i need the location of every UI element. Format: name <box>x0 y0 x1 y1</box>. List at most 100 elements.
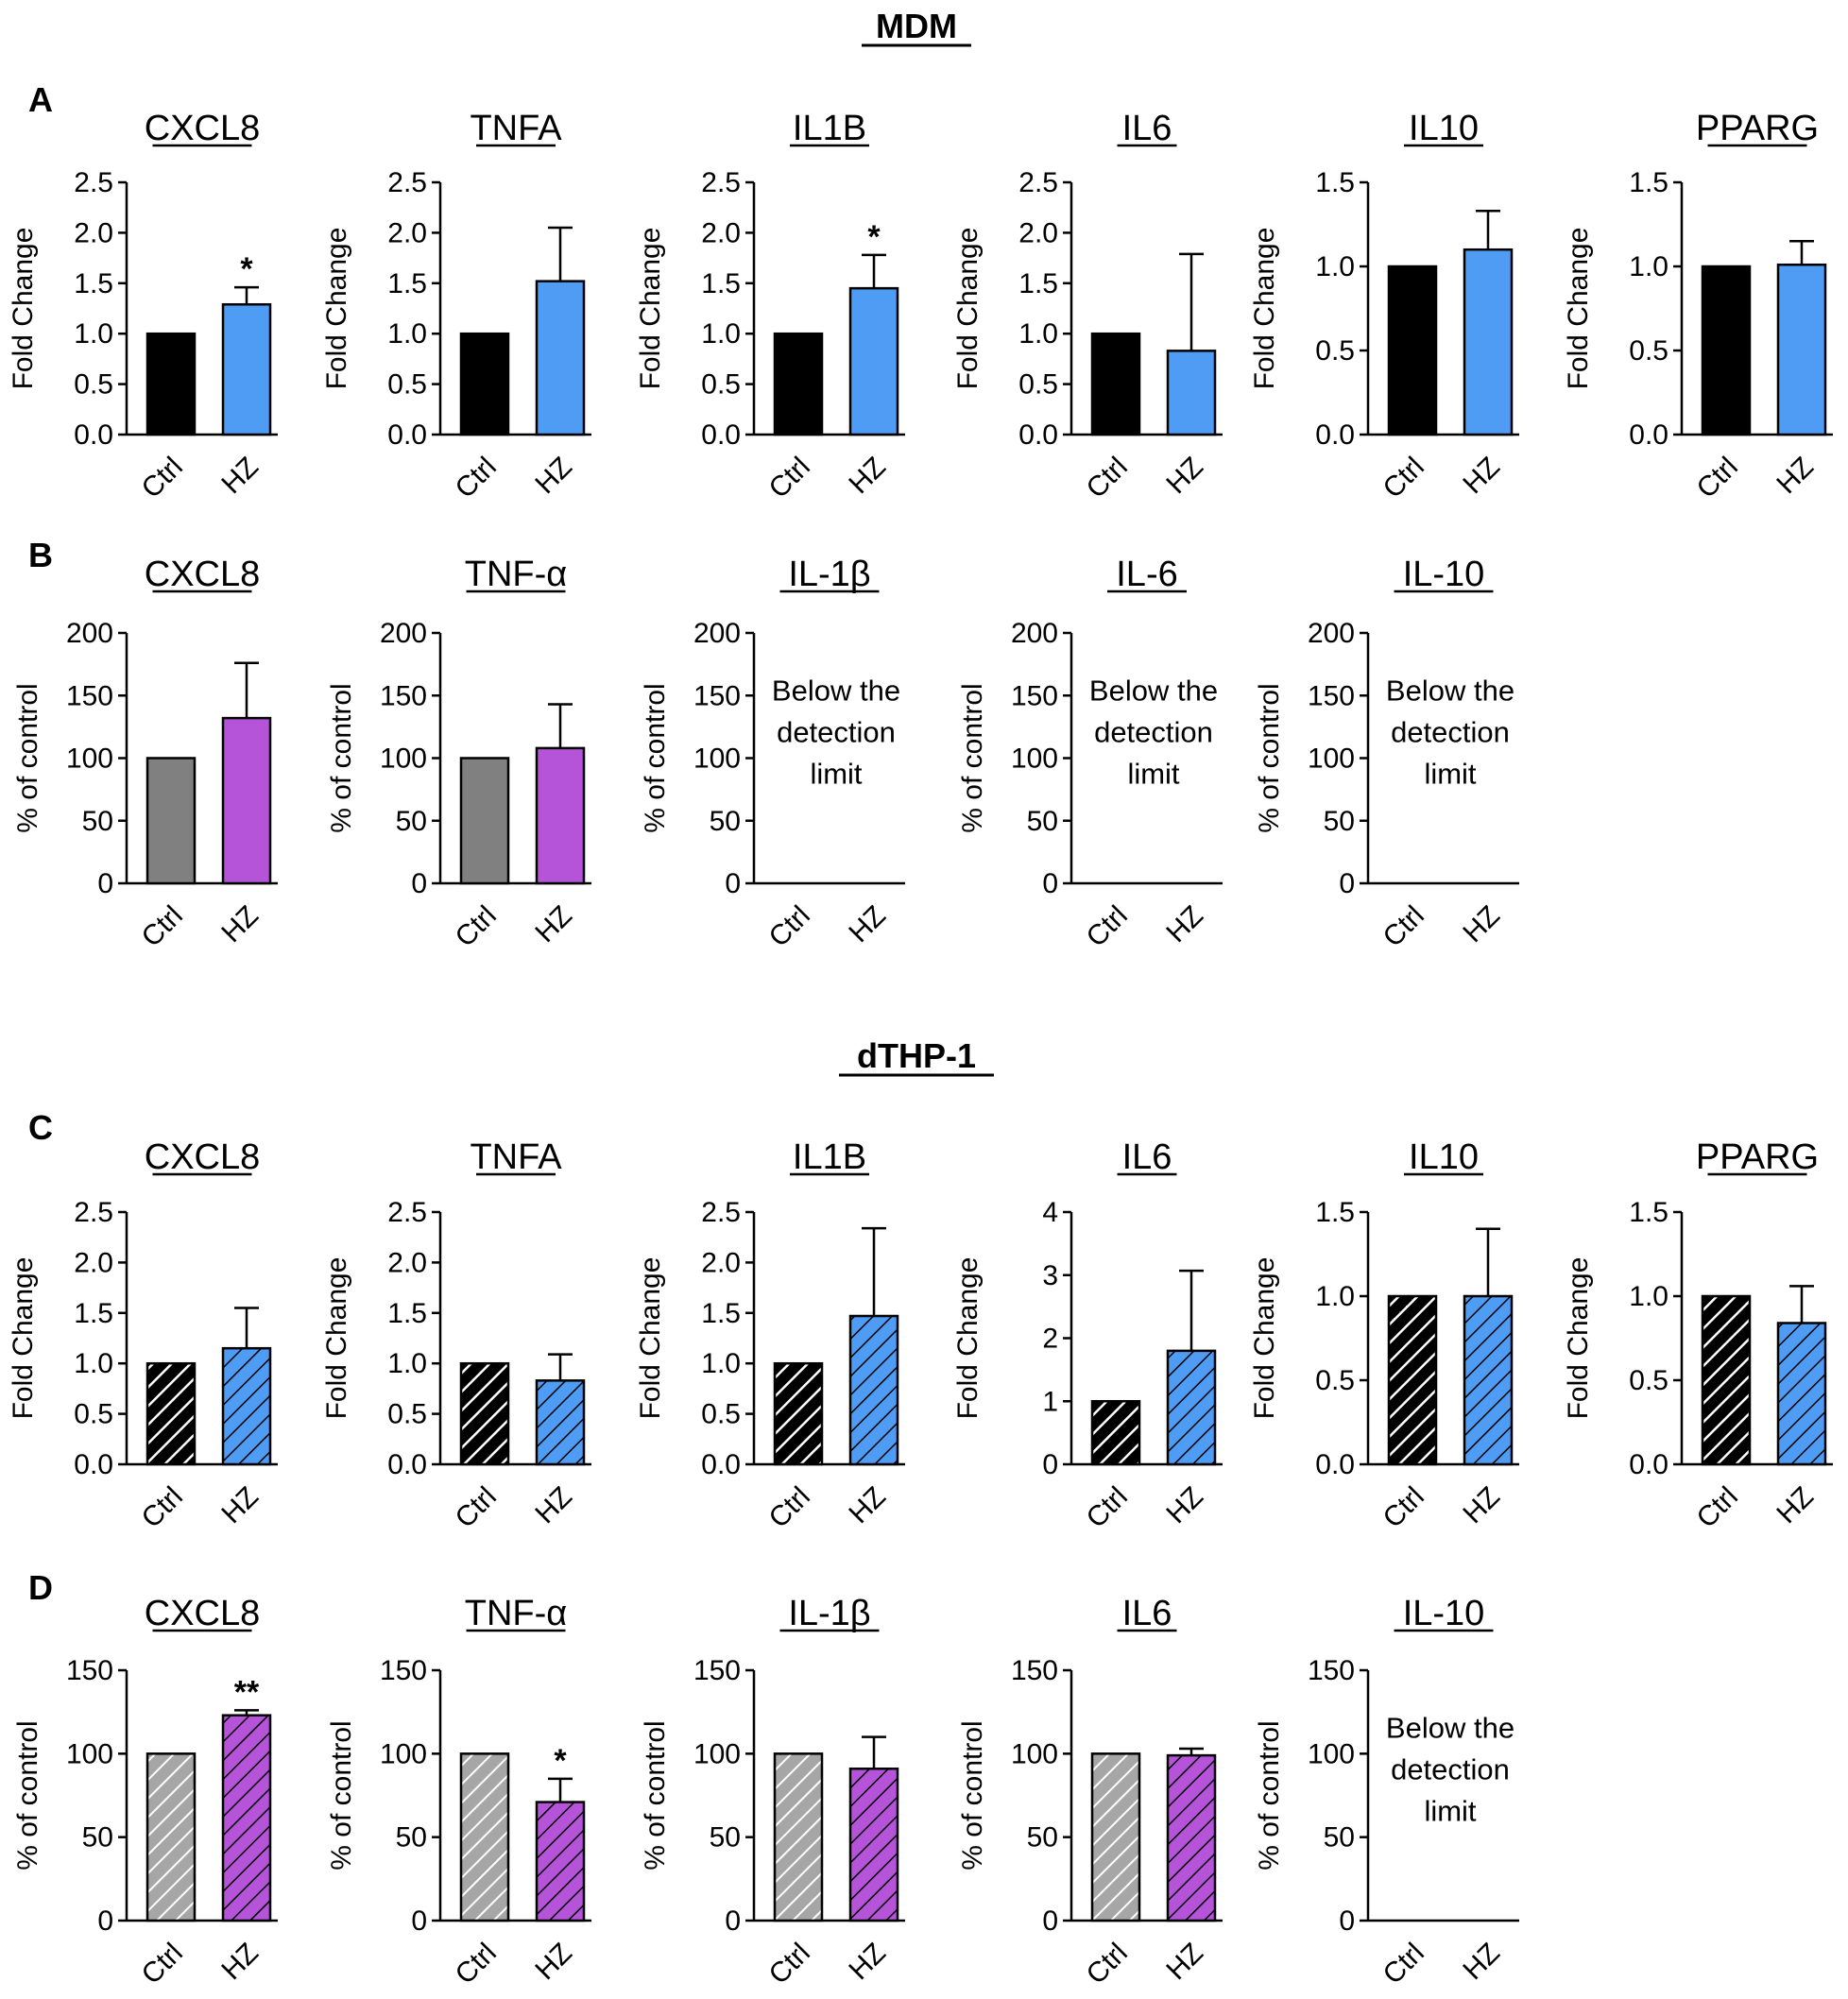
chart-d-il-10-note-line-2: limit <box>1424 1795 1476 1828</box>
chart-b-tnf-a-xlabel-hz: HZ <box>529 900 578 949</box>
chart-c-pparg-errorbar-hz <box>1789 1285 1814 1324</box>
chart-b-cxcl8-title: CXCL8 <box>145 555 261 594</box>
chart-b-tnf-a-ytick-label-2: 100 <box>380 743 427 775</box>
chart-d-il6: IL6 0 50 100 150 % of control Ctrl HZ <box>957 1594 1223 1990</box>
chart-c-cxcl8-xlabel-hz: HZ <box>215 1481 265 1530</box>
chart-d-il-1b-ytick-label-0: 0 <box>725 1905 741 1937</box>
chart-c-il10-errorbar-hz <box>1476 1227 1500 1296</box>
chart-a-il1b-bar-ctrl <box>773 332 824 436</box>
chart-a-il6-ytick-label-1: 0.5 <box>1018 369 1058 401</box>
chart-a-il6-bar-ctrl <box>1090 332 1141 436</box>
chart-b-il-6-ytick-label-0: 0 <box>1042 868 1058 899</box>
chart-c-cxcl8-ytick-label-3: 1.5 <box>74 1298 113 1329</box>
chart-d-il-1b-xlabel-hz: HZ <box>843 1938 892 1987</box>
chart-b-tnf-a-ytick-label-3: 150 <box>380 680 427 711</box>
panel-label-c: C <box>28 1108 53 1147</box>
chart-b-il-1b-ytick-label-4: 200 <box>693 618 741 649</box>
chart-c-il10-title: IL10 <box>1409 1137 1479 1177</box>
chart-a-tnfa-errorbar-hz <box>548 226 573 282</box>
chart-c-tnfa-ytick-label-0: 0.0 <box>387 1449 427 1480</box>
chart-b-cxcl8-ytick-label-2: 100 <box>66 743 113 775</box>
chart-b-il-10-note-line-2: limit <box>1424 758 1476 791</box>
chart-a-cxcl8-ytick-label-1: 0.5 <box>74 369 113 401</box>
chart-d-il-10-note-line-1: detection <box>1391 1753 1510 1786</box>
chart-a-il6-ytick-label-4: 2.0 <box>1018 217 1058 248</box>
chart-b-tnf-a-ytick-label-0: 0 <box>411 868 427 899</box>
chart-d-cxcl8-significance-hz: ** <box>234 1674 260 1710</box>
chart-d-il-10-ytick-label-3: 150 <box>1308 1655 1355 1686</box>
chart-c-pparg-title: PPARG <box>1696 1137 1819 1177</box>
chart-a-cxcl8-title: CXCL8 <box>145 109 261 148</box>
chart-a-pparg-bar-ctrl <box>1701 265 1752 436</box>
chart-b-il-1b-ytick-label-2: 100 <box>693 743 741 775</box>
chart-d-cxcl8-errorbar-hz <box>234 1709 259 1716</box>
chart-a-il1b-ytick-label-4: 2.0 <box>701 217 741 248</box>
chart-a-il6-bar-hz <box>1166 350 1217 436</box>
chart-c-tnfa-title: TNFA <box>470 1137 562 1177</box>
chart-b-il-6-note-line-2: limit <box>1127 758 1179 791</box>
chart-a-tnfa-ytick-label-0: 0.0 <box>387 419 427 451</box>
chart-b-cxcl8-ylabel: % of control <box>12 683 43 832</box>
chart-a-pparg-xlabel-hz: HZ <box>1771 452 1820 501</box>
chart-c-tnfa-ytick-label-4: 2.0 <box>387 1247 427 1278</box>
chart-c-il6-ytick-label-0: 0 <box>1042 1449 1058 1480</box>
chart-d-tnf-a-title: TNF-α <box>465 1594 568 1633</box>
chart-c-il1b-xlabel-ctrl: Ctrl <box>763 1481 816 1534</box>
chart-c-tnfa-ytick-label-5: 2.5 <box>387 1197 427 1228</box>
chart-b-tnf-a-ylabel: % of control <box>326 683 357 832</box>
chart-a-il1b-significance-hz: * <box>867 219 881 255</box>
chart-c-tnfa-xlabel-hz: HZ <box>529 1481 578 1530</box>
chart-a-il1b: IL1B 0.0 0.5 1.0 1.5 2.0 2.5 Fold Change Ctrl HZ * <box>635 109 905 504</box>
chart-d-il-10-ytick-label-1: 50 <box>1324 1822 1355 1854</box>
chart-d-cxcl8-ytick-label-3: 150 <box>66 1655 113 1686</box>
chart-c-tnfa: TNFA 0.0 0.5 1.0 1.5 2.0 2.5 Fold Change Ctrl HZ <box>321 1137 591 1534</box>
chart-b-cxcl8-bar-hz <box>221 716 272 885</box>
chart-d-tnf-a: TNF-α 0 50 100 150 % of control Ctrl HZ * <box>326 1594 591 1990</box>
chart-c-pparg-ytick-label-2: 1.0 <box>1629 1281 1668 1312</box>
chart-c-cxcl8-bar-ctrl <box>145 1361 197 1466</box>
chart-a-tnfa-bar-ctrl <box>459 332 510 436</box>
chart-a-tnfa-ytick-label-4: 2.0 <box>387 217 427 248</box>
chart-c-il10-bar-ctrl <box>1387 1294 1438 1466</box>
chart-d-il6-xlabel-hz: HZ <box>1160 1938 1209 1987</box>
chart-b-cxcl8-bar-ctrl <box>145 757 197 885</box>
chart-d-il6-errorbar-hz <box>1179 1747 1204 1756</box>
chart-c-il1b-bar-hz <box>848 1314 899 1466</box>
chart-c-il6-ytick-label-4: 4 <box>1042 1197 1058 1228</box>
chart-a-il6-xlabel-ctrl: Ctrl <box>1081 452 1134 504</box>
chart-b-il-10-note-line-1: detection <box>1391 716 1510 749</box>
chart-c-il10-ytick-label-3: 1.5 <box>1315 1197 1355 1228</box>
chart-d-cxcl8: CXCL8 0 50 100 150 % of control Ctrl HZ ** <box>12 1594 278 1990</box>
chart-a-il1b-ytick-label-3: 1.5 <box>701 268 741 299</box>
section-title-mdm: MDM <box>876 7 957 45</box>
chart-b-il-10-note-line-0: Below the <box>1386 675 1514 708</box>
chart-b-tnf-a-errorbar-hz <box>548 703 573 748</box>
chart-a-pparg-ytick-label-1: 0.5 <box>1629 335 1668 367</box>
chart-d-il6-xlabel-ctrl: Ctrl <box>1081 1938 1134 1990</box>
chart-d-il-1b-bar-hz <box>848 1767 899 1922</box>
chart-a-il6-ytick-label-2: 1.0 <box>1018 318 1058 350</box>
chart-c-il1b-ytick-label-3: 1.5 <box>701 1298 741 1329</box>
chart-d-il-1b-ytick-label-3: 150 <box>693 1655 741 1686</box>
chart-b-il-6-title: IL-6 <box>1116 555 1177 594</box>
chart-a-tnfa-xlabel-ctrl: Ctrl <box>450 452 503 504</box>
chart-c-il1b-ytick-label-0: 0.0 <box>701 1449 741 1480</box>
chart-b-il-6: IL-6 0 50 100 150 200 % of control Ctrl HZ Below … <box>957 555 1223 953</box>
chart-a-il10-ytick-label-3: 1.5 <box>1315 167 1355 198</box>
chart-a-il10-bar-hz <box>1463 248 1514 436</box>
chart-b-il-6-xlabel-hz: HZ <box>1160 900 1209 949</box>
chart-c-cxcl8-ytick-label-5: 2.5 <box>74 1197 113 1228</box>
chart-c-tnfa-ytick-label-2: 1.0 <box>387 1348 427 1379</box>
chart-b-cxcl8-errorbar-hz <box>234 661 259 719</box>
chart-a-il1b-errorbar-hz <box>862 253 886 289</box>
chart-c-il1b-errorbar-hz <box>862 1226 886 1316</box>
chart-b-il-6-ytick-label-2: 100 <box>1011 743 1058 775</box>
chart-a-cxcl8-ylabel: Fold Change <box>8 228 39 390</box>
chart-a-il10-xlabel-ctrl: Ctrl <box>1377 452 1430 504</box>
chart-c-pparg-xlabel-ctrl: Ctrl <box>1691 1481 1744 1534</box>
chart-b-il-6-xlabel-ctrl: Ctrl <box>1081 900 1134 953</box>
chart-c-cxcl8-xlabel-ctrl: Ctrl <box>136 1481 189 1534</box>
chart-d-il-10-ylabel: % of control <box>1254 1720 1285 1870</box>
chart-a-il6-errorbar-hz <box>1179 252 1204 351</box>
chart-d-tnf-a-errorbar-hz <box>548 1777 573 1803</box>
